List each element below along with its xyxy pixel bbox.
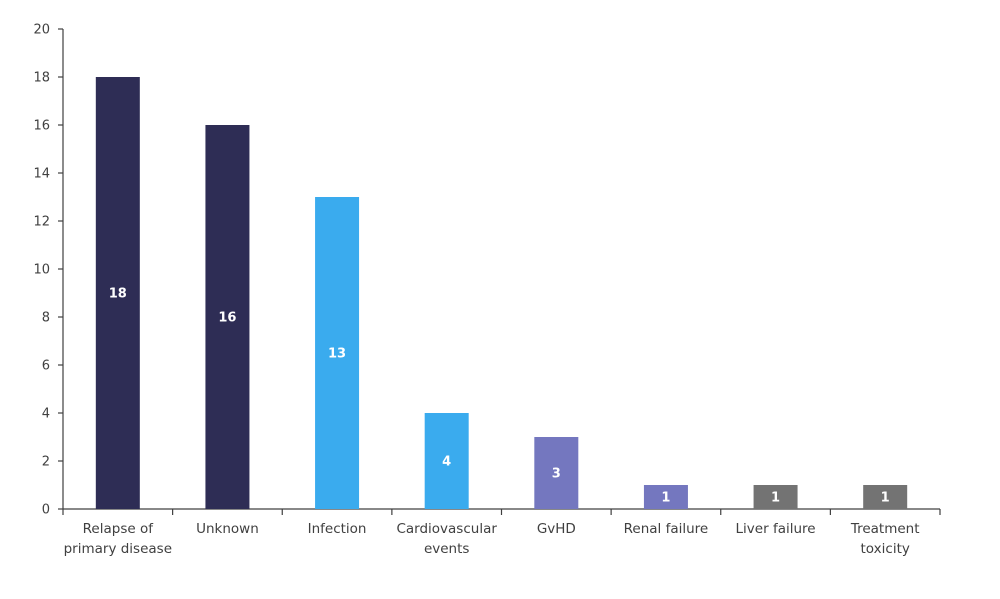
bar bbox=[534, 437, 579, 509]
data-label: 4 bbox=[442, 455, 451, 470]
x-axis: Relapse of primary disease Unknown Infectio… bbox=[62, 508, 941, 557]
data-label: 1 bbox=[881, 491, 890, 506]
x-category-label: Cardiovascular bbox=[396, 521, 497, 537]
y-tick-label: 10 bbox=[33, 263, 50, 278]
data-label: 18 bbox=[109, 287, 127, 302]
bar bbox=[95, 77, 140, 509]
bars: 18 16 13 4 3 1 1 1 bbox=[95, 77, 908, 509]
x-category-label: Liver failure bbox=[736, 521, 816, 537]
x-category-label: toxicity bbox=[861, 541, 910, 557]
bar bbox=[863, 485, 908, 509]
x-category-label: Renal failure bbox=[624, 521, 709, 537]
y-tick-label: 20 bbox=[33, 23, 50, 38]
bar bbox=[643, 485, 688, 509]
x-category-label: Infection bbox=[308, 521, 367, 537]
y-tick-label: 0 bbox=[42, 503, 50, 518]
y-tick-label: 16 bbox=[33, 119, 50, 134]
y-tick-label: 2 bbox=[42, 455, 50, 470]
x-category-label: Treatment bbox=[850, 521, 920, 537]
x-category-label: Relapse of bbox=[83, 521, 155, 537]
y-tick-label: 12 bbox=[33, 215, 50, 230]
x-category-label: events bbox=[424, 541, 469, 557]
data-label: 1 bbox=[661, 491, 670, 506]
x-category-label: Unknown bbox=[196, 521, 259, 537]
data-label: 1 bbox=[771, 491, 780, 506]
bar bbox=[753, 485, 798, 509]
data-label: 16 bbox=[218, 311, 236, 326]
bar bbox=[424, 413, 469, 509]
bar bbox=[315, 197, 360, 509]
y-tick-label: 18 bbox=[33, 71, 50, 86]
x-category-label: primary disease bbox=[64, 541, 172, 557]
y-axis: 0 2 4 6 8 10 12 14 16 18 20 bbox=[33, 23, 64, 518]
y-tick-label: 14 bbox=[33, 167, 50, 182]
y-tick-label: 8 bbox=[42, 311, 50, 326]
x-category-label: GvHD bbox=[537, 521, 576, 537]
data-label: 3 bbox=[552, 467, 561, 482]
data-label: 13 bbox=[328, 347, 346, 362]
y-tick-label: 4 bbox=[42, 407, 50, 422]
bar bbox=[205, 125, 250, 509]
y-tick-label: 6 bbox=[42, 359, 50, 374]
